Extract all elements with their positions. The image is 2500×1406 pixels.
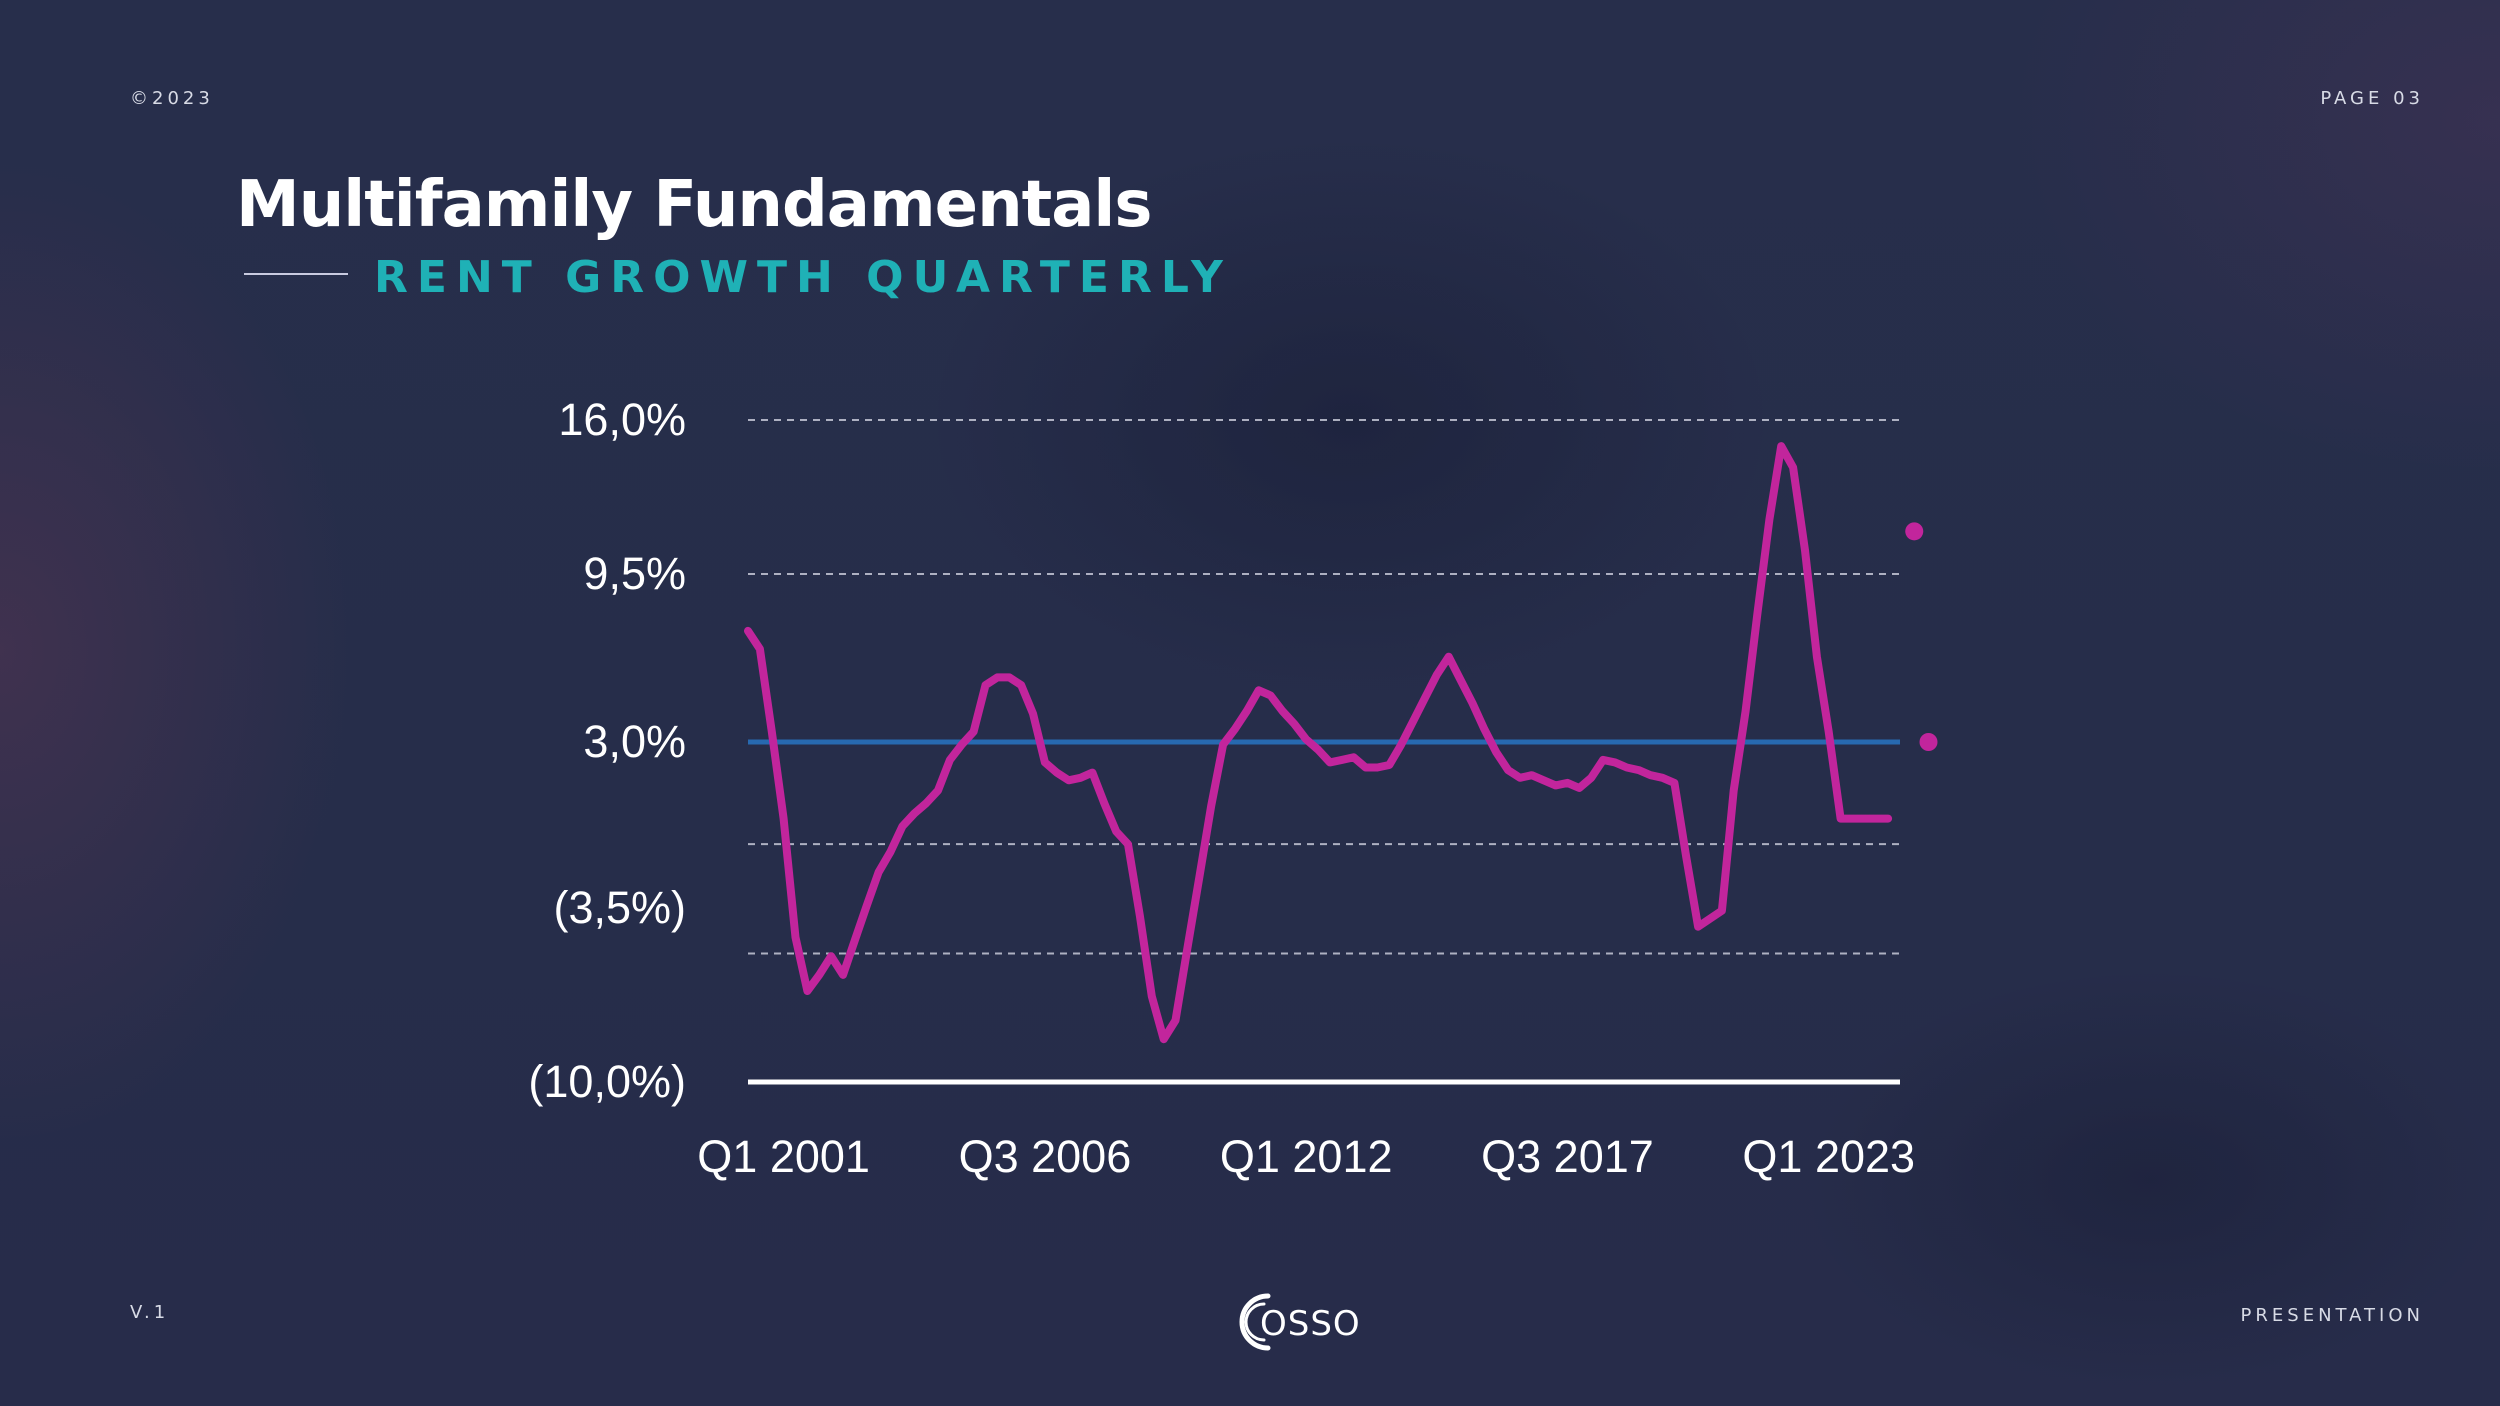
copyright-label: ©2023 xyxy=(130,88,214,109)
page-subtitle: RENT GROWTH QUARTERLY xyxy=(374,252,1232,303)
x-tick-label-1: Q3 2006 xyxy=(959,1131,1132,1182)
x-tick-label-2: Q1 2012 xyxy=(1220,1131,1393,1182)
y-tick-label-1: 9,5% xyxy=(583,548,686,599)
x-tick-label-3: Q3 2017 xyxy=(1481,1131,1654,1182)
y-tick-label-2: 3,0% xyxy=(583,716,686,767)
series-marker-1 xyxy=(1919,733,1938,751)
footer-label: PRESENTATION xyxy=(2240,1305,2424,1326)
series-marker-0 xyxy=(1905,522,1924,541)
version-label: V.1 xyxy=(130,1302,170,1323)
x-tick-label-4: Q1 2023 xyxy=(1742,1131,1915,1182)
y-tick-label-0: 16,0% xyxy=(558,394,686,445)
page-number: PAGE 03 xyxy=(2320,88,2424,109)
logo-wordmark: OSSO xyxy=(1260,1304,1361,1344)
osso-logo-icon xyxy=(1239,1293,1271,1351)
series-line-rent-growth xyxy=(744,442,1893,1044)
y-axis-ticks: 16,0% 9,5% 3,0% (3,5%) (10,0%) xyxy=(528,394,686,1107)
x-axis-ticks: Q1 2001 Q3 2006 Q1 2012 Q3 2017 Q1 2023 xyxy=(697,1131,1915,1182)
subtitle-divider xyxy=(244,273,348,275)
y-tick-label-4: (10,0%) xyxy=(528,1056,686,1107)
x-tick-label-0: Q1 2001 xyxy=(697,1131,870,1182)
series-markers xyxy=(1905,522,1938,751)
y-tick-label-3: (3,5%) xyxy=(553,882,686,933)
page-title: Multifamily Fundamentals xyxy=(236,168,1152,242)
gridlines xyxy=(748,419,1900,955)
